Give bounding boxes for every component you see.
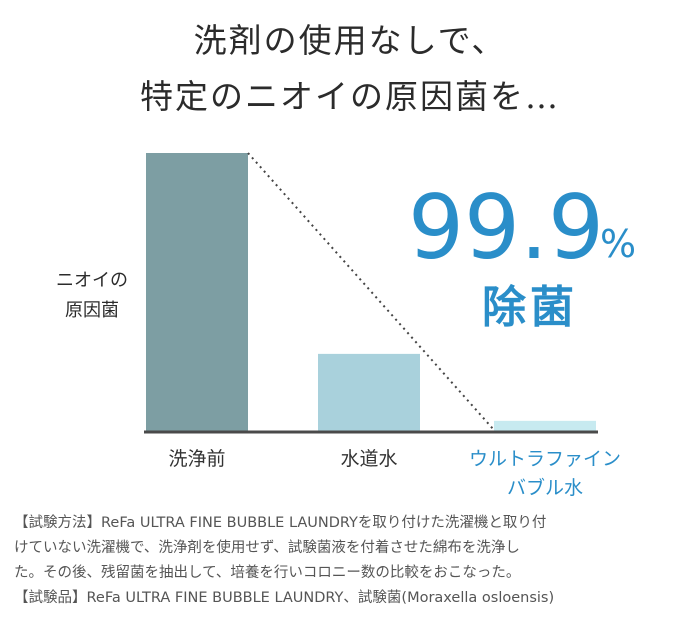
note-line-1: 【試験方法】ReFa ULTRA FINE BUBBLE LAUNDRYを取り付… [14, 515, 547, 531]
bars-group [146, 153, 596, 432]
reduction-unit: % [600, 222, 636, 266]
reduction-word: 除菌 [482, 282, 578, 333]
note-line-4: 【試験品】ReFa ULTRA FINE BUBBLE LAUNDRY、試験菌(… [14, 590, 555, 606]
headline-line-1: 洗剤の使用なしで、 [193, 21, 507, 60]
category-label: バブル水 [507, 476, 583, 499]
headline-line-2: 特定のニオイの原因菌を… [140, 77, 560, 116]
reduction-number: 99.9 [408, 176, 604, 279]
y-axis-label-line-2: 原因菌 [65, 300, 119, 321]
bar-tap-water [318, 353, 420, 432]
y-axis-label-line-1: ニオイの [56, 270, 128, 291]
note-line-3: た。その後、残留菌を抽出して、培養を行いコロニー数の比較をおこなった。 [14, 565, 521, 581]
reduction-connector-line [247, 152, 495, 431]
category-label: ウルトラファイン [469, 448, 621, 470]
category-label: 水道水 [340, 448, 397, 470]
bar-before-wash [146, 153, 248, 432]
bar-ultrafine-bubble-water [494, 420, 596, 432]
note-line-2: けていない洗濯機で、洗浄剤を使用せず、試験菌液を付着させた綿布を洗浄し [14, 540, 520, 556]
category-label: 洗浄前 [168, 448, 225, 470]
test-notes: 【試験方法】ReFa ULTRA FINE BUBBLE LAUNDRYを取り付… [14, 511, 690, 611]
